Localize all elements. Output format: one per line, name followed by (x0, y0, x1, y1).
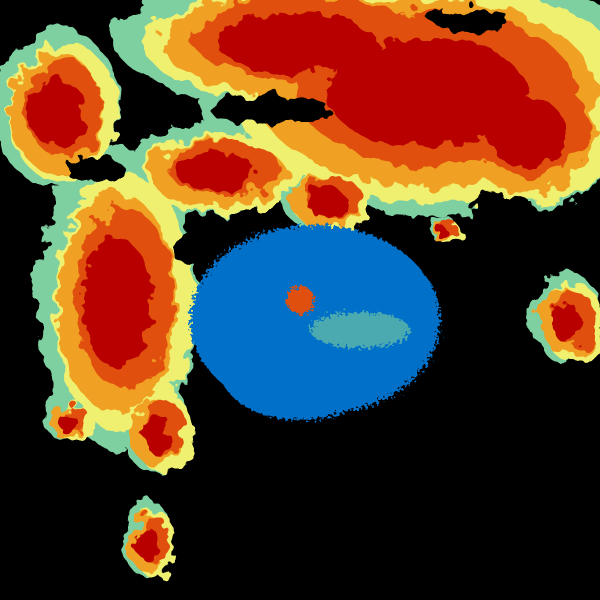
echo-cell (552, 303, 582, 343)
echo-cell (327, 38, 527, 148)
echo-gap (430, 8, 510, 32)
precipitation-echoes (0, 0, 600, 579)
radar-site-echo (286, 286, 314, 314)
echo-cell (57, 413, 77, 433)
echo-cell (177, 153, 257, 193)
echo-cell (307, 188, 347, 218)
ground-clutter-echo (190, 225, 440, 420)
echo-cell (487, 98, 567, 168)
echo-cell (436, 227, 448, 239)
echo-cell (29, 78, 85, 148)
echo-gap (210, 95, 330, 125)
echo-gap (170, 235, 230, 265)
echo-cell (217, 13, 377, 73)
echo-cell (82, 238, 152, 368)
echo-gap (65, 158, 125, 182)
echo-cell (142, 413, 172, 453)
clutter-ring (310, 312, 410, 348)
echo-gap (465, 195, 535, 225)
echo-cell (137, 525, 157, 561)
